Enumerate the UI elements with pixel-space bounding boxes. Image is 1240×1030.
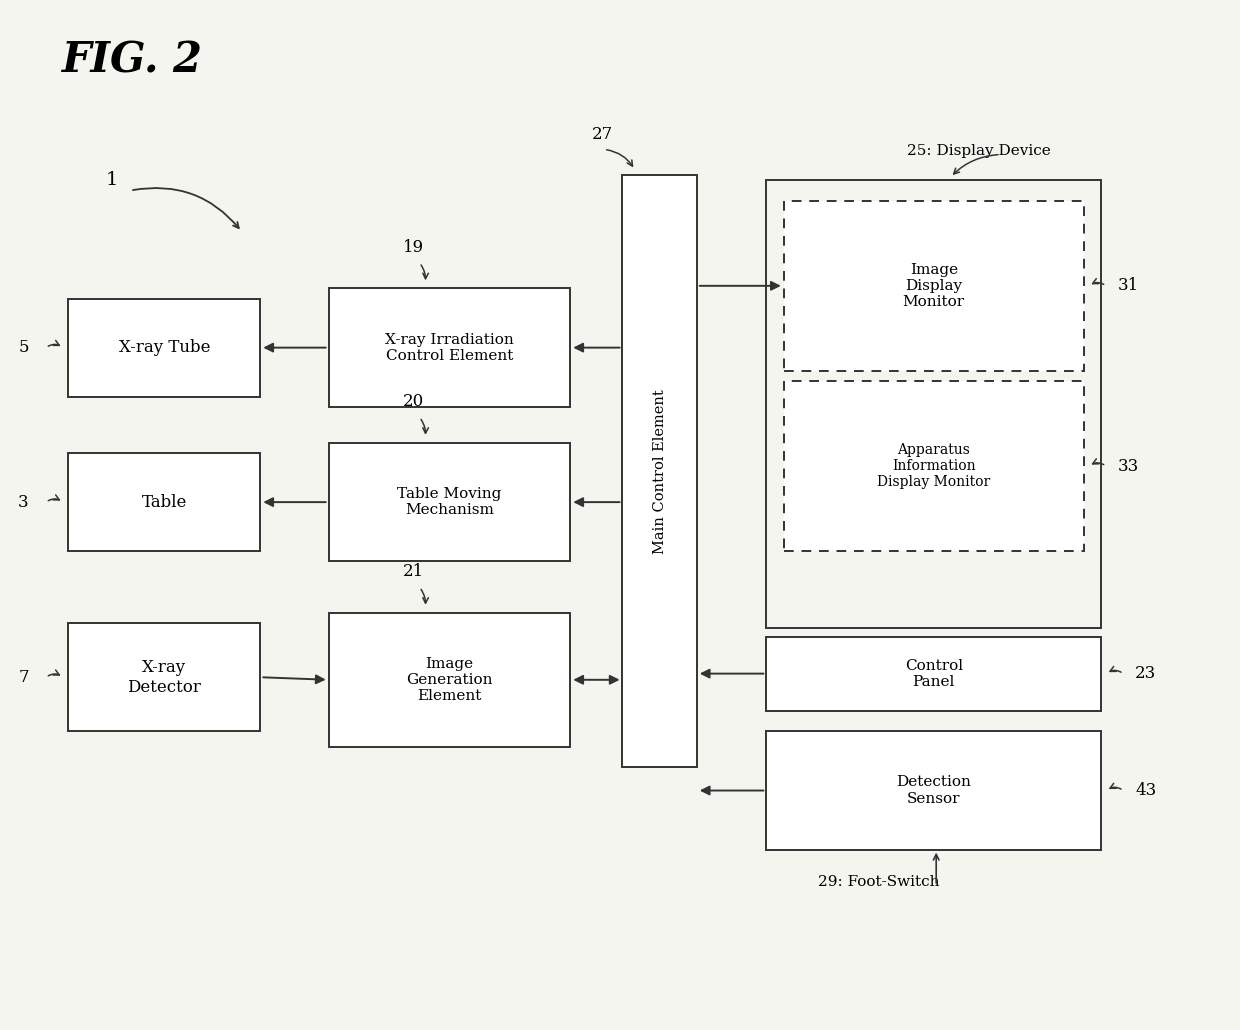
Bar: [68, 299, 260, 397]
Text: 1: 1: [105, 171, 118, 190]
Text: 27: 27: [591, 126, 613, 143]
Text: FIG. 2: FIG. 2: [62, 39, 203, 81]
Text: 19: 19: [403, 239, 424, 255]
Bar: [784, 201, 1084, 371]
Text: 25: Display Device: 25: Display Device: [908, 143, 1052, 158]
Text: Image
Display
Monitor: Image Display Monitor: [903, 263, 965, 309]
Text: Apparatus
Information
Display Monitor: Apparatus Information Display Monitor: [877, 443, 991, 489]
Text: 29: Foot-Switch: 29: Foot-Switch: [818, 874, 940, 889]
Bar: [766, 637, 1101, 711]
Text: 43: 43: [1135, 782, 1157, 799]
Text: 21: 21: [403, 563, 424, 580]
Text: X-ray
Detector: X-ray Detector: [128, 659, 201, 695]
Text: X-ray Tube: X-ray Tube: [119, 339, 210, 356]
Bar: [329, 443, 570, 561]
Bar: [68, 623, 260, 731]
Text: 20: 20: [403, 393, 424, 410]
Bar: [329, 288, 570, 407]
Bar: [766, 731, 1101, 850]
Text: X-ray Irradiation
Control Element: X-ray Irradiation Control Element: [386, 333, 513, 363]
Text: 23: 23: [1135, 665, 1157, 682]
Bar: [68, 453, 260, 551]
Text: 5: 5: [19, 339, 29, 356]
Bar: [622, 175, 697, 767]
Text: 33: 33: [1117, 457, 1140, 475]
Text: Detection
Sensor: Detection Sensor: [897, 776, 971, 805]
Bar: [329, 613, 570, 747]
Text: Table Moving
Mechanism: Table Moving Mechanism: [397, 487, 502, 517]
Text: 31: 31: [1117, 277, 1140, 295]
Text: Image
Generation
Element: Image Generation Element: [407, 656, 492, 703]
Text: 7: 7: [19, 668, 29, 686]
Text: Table: Table: [141, 493, 187, 511]
Text: Control
Panel: Control Panel: [905, 658, 962, 689]
Text: Main Control Element: Main Control Element: [652, 389, 667, 553]
Text: 3: 3: [19, 493, 29, 511]
Bar: [784, 381, 1084, 551]
Bar: [766, 180, 1101, 628]
